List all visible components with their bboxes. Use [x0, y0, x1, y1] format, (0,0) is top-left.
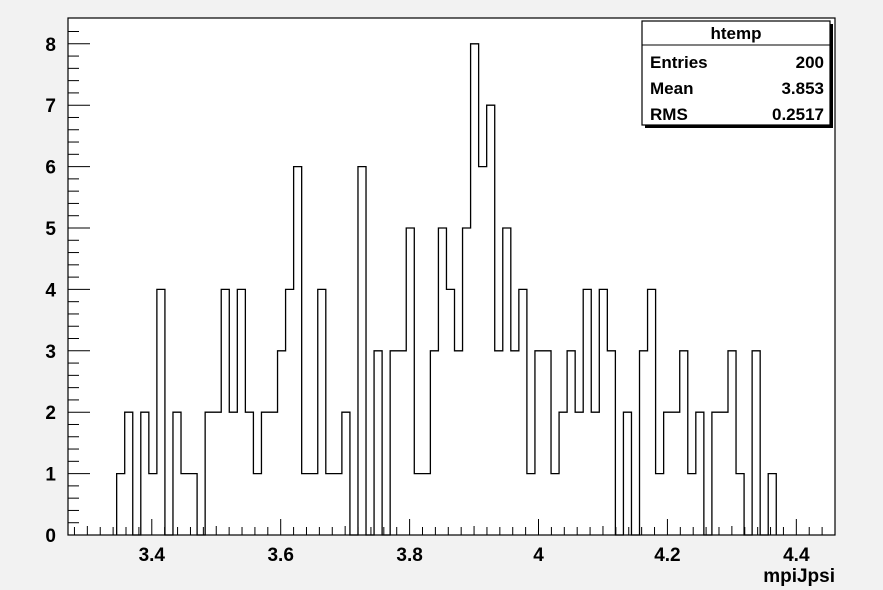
stats-title: htemp [711, 24, 762, 43]
x-tick-label: 3.4 [139, 545, 166, 566]
stats-entries-value: 200 [796, 53, 824, 72]
stats-entries-label: Entries [650, 53, 708, 72]
y-tick-label: 1 [45, 465, 56, 486]
x-axis-label: mpiJpsi [763, 566, 835, 587]
y-tick-label: 2 [45, 403, 56, 424]
y-tick-label: 5 [45, 219, 56, 240]
stats-rms-value: 0.2517 [772, 105, 824, 124]
x-tick-label: 4.2 [654, 545, 680, 566]
axis-ticks [68, 31, 836, 536]
stats-box-frame [641, 20, 831, 126]
x-tick-labels: 3.4 3.6 3.8 4 4.2 4.4 [139, 545, 810, 566]
x-tick-label: 4.4 [783, 545, 810, 566]
y-tick-labels: 0 1 2 3 4 5 6 7 8 [45, 35, 56, 547]
y-tick-label: 4 [45, 280, 56, 301]
histogram-outline [116, 43, 777, 536]
x-tick-label: 3.8 [396, 545, 422, 566]
y-tick-label: 6 [45, 158, 56, 179]
stats-mean-value: 3.853 [781, 79, 824, 98]
stats-mean-label: Mean [650, 79, 693, 98]
y-tick-label: 7 [45, 96, 56, 117]
y-tick-label: 8 [45, 35, 56, 56]
x-tick-label: 3.6 [267, 545, 293, 566]
stats-rms-label: RMS [650, 105, 688, 124]
stats-box: htemp Entries 200 Mean 3.853 RMS 0.2517 [641, 20, 833, 128]
x-tick-label: 4 [533, 545, 544, 566]
y-tick-label: 3 [45, 342, 56, 363]
y-tick-label: 0 [45, 526, 56, 547]
